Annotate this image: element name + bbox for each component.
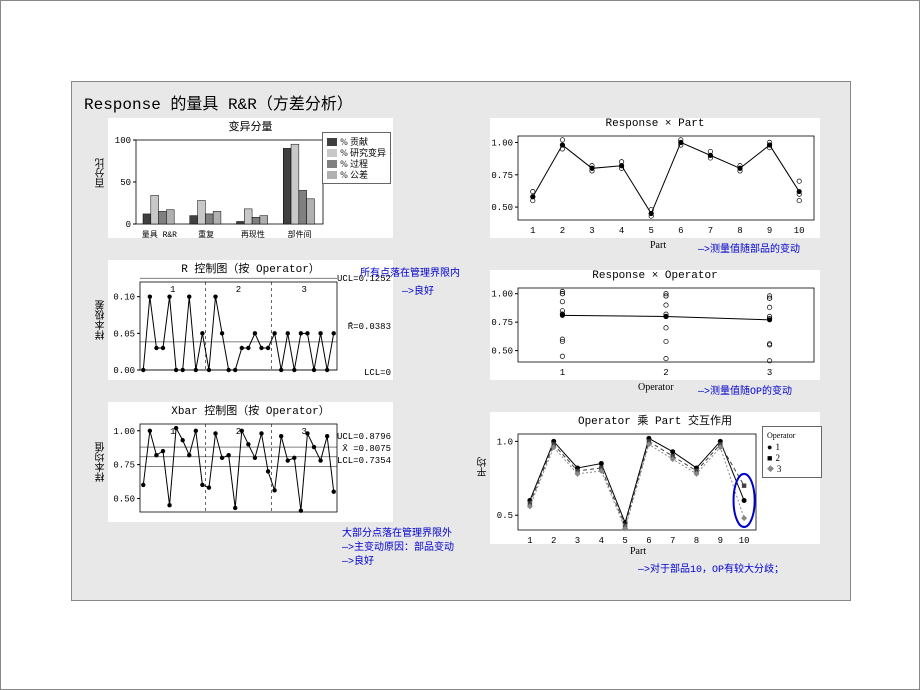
svg-text:部件间: 部件间 (288, 229, 312, 240)
rbar-label: R̄=0.0383 (348, 322, 391, 332)
r-note1: 所有点落在管理界限内 (360, 264, 460, 280)
svg-text:0.5: 0.5 (497, 511, 513, 521)
svg-text:3: 3 (575, 536, 580, 546)
svg-text:7: 7 (708, 226, 713, 236)
interaction-chart: Operator 乘 Part 交互作用 平均 0.51.01234567891… (490, 412, 820, 544)
svg-text:6: 6 (646, 536, 651, 546)
by-part-plot: 0.50 0.75 1.00 1 2 3 4 5 6 7 8 9 10 (490, 130, 820, 236)
diamond-icon: ◆ (767, 463, 774, 474)
svg-text:0.50: 0.50 (491, 203, 513, 213)
svg-text:重复: 重复 (198, 229, 214, 240)
svg-text:0.05: 0.05 (113, 329, 135, 339)
svg-text:1.0: 1.0 (497, 437, 513, 447)
svg-text:2: 2 (236, 285, 241, 295)
components-ylabel: 百分比 (94, 158, 109, 188)
by-part-chart: Response × Part 0.500.751.0012345678910 … (490, 118, 820, 238)
part-note: —>测量值随部品的变动 (698, 240, 800, 256)
svg-text:4: 4 (599, 536, 604, 546)
svg-text:0.50: 0.50 (491, 347, 513, 357)
svg-text:0: 0 (126, 220, 131, 230)
svg-text:8: 8 (694, 536, 699, 546)
svg-text:3: 3 (767, 368, 772, 378)
svg-text:9: 9 (767, 226, 772, 236)
svg-text:0.75: 0.75 (491, 318, 513, 328)
interaction-legend: Operator ●1 ■2 ◆3 (762, 426, 822, 478)
by-part-xlabel: Part (650, 240, 666, 251)
svg-text:1.00: 1.00 (113, 427, 135, 437)
by-operator-chart: Response × Operator 0.500.751.00123 Oper… (490, 270, 820, 380)
xbar-chart-title: Xbar 控制图（按 Operator） (108, 402, 393, 418)
xbar-note3: —>良好 (342, 552, 374, 568)
svg-text:1: 1 (530, 226, 535, 236)
svg-text:再现性: 再现性 (241, 229, 265, 240)
xbar-chart: Xbar 控制图（按 Operator） 样本均值 0.500.751.0012… (108, 402, 393, 522)
svg-text:0.75: 0.75 (113, 461, 135, 471)
by-part-title: Response × Part (490, 118, 820, 130)
legend-label: 2 (775, 453, 780, 463)
svg-text:1.00: 1.00 (491, 138, 513, 148)
svg-text:0.75: 0.75 (491, 171, 513, 181)
lcl-label: LCL=0 (364, 368, 391, 378)
svg-text:6: 6 (678, 226, 683, 236)
legend-label: 1 (775, 442, 780, 452)
circle-icon: ● (767, 442, 772, 452)
op-note: —>测量值随OP的变动 (698, 382, 792, 398)
svg-text:0.10: 0.10 (113, 293, 135, 303)
by-operator-plot: 0.50 0.75 1.00 1 2 3 (490, 282, 820, 378)
panel-title: Response 的量具 R&R（方差分析） (84, 90, 353, 114)
interaction-xlabel: Part (630, 546, 646, 557)
svg-text:量具 R&R: 量具 R&R (142, 230, 177, 240)
svg-text:10: 10 (739, 536, 750, 546)
page: Response 的量具 R&R（方差分析） 变异分量 百分比 050100量具… (0, 0, 920, 690)
svg-text:1: 1 (560, 368, 565, 378)
components-legend: % 贡献 % 研究变异 % 过程 % 公差 (322, 132, 391, 184)
legend-title: Operator (767, 431, 795, 440)
svg-text:50: 50 (120, 178, 131, 188)
components-chart: 变异分量 百分比 050100量具 R&R重复再现性部件间 % 贡献 % 研究变… (108, 118, 393, 238)
xbar-ylabel: 样本均值 (94, 442, 109, 482)
svg-text:0.00: 0.00 (113, 366, 135, 376)
svg-text:5: 5 (622, 536, 627, 546)
legend-label: 3 (777, 464, 782, 474)
svg-text:1: 1 (170, 285, 175, 295)
svg-text:0.50: 0.50 (113, 494, 135, 504)
svg-text:3: 3 (589, 226, 594, 236)
svg-text:5: 5 (648, 226, 653, 236)
svg-text:3: 3 (301, 285, 306, 295)
r-note2: —>良好 (402, 282, 434, 298)
svg-text:1: 1 (527, 536, 532, 546)
legend-label: % 公差 (340, 168, 368, 181)
svg-text:100: 100 (115, 136, 131, 146)
by-operator-xlabel: Operator (638, 382, 674, 393)
svg-text:1.00: 1.00 (491, 290, 513, 300)
svg-text:7: 7 (670, 536, 675, 546)
svg-text:2: 2 (551, 536, 556, 546)
interaction-ylabel: 平均 (476, 457, 491, 477)
inter-note: —>对于部品10，OP有较大分歧； (638, 560, 784, 576)
r-ylabel: 样本极差 (94, 300, 109, 340)
square-icon: ■ (767, 453, 772, 463)
gage-rr-panel: Response 的量具 R&R（方差分析） 变异分量 百分比 050100量具… (71, 81, 851, 601)
svg-text:2: 2 (663, 368, 668, 378)
ucl2-label: UCL=0.8796 (337, 432, 391, 442)
svg-text:2: 2 (560, 226, 565, 236)
by-operator-title: Response × Operator (490, 270, 820, 282)
r-chart: R 控制图（按 Operator） 样本极差 0.000.050.10123 U… (108, 260, 393, 380)
svg-text:9: 9 (718, 536, 723, 546)
xbar-label: X̄ =0.8075 (342, 444, 391, 454)
lcl2-label: LCL=0.7354 (337, 456, 391, 466)
svg-text:10: 10 (794, 226, 805, 236)
svg-text:8: 8 (737, 226, 742, 236)
svg-text:4: 4 (619, 226, 624, 236)
